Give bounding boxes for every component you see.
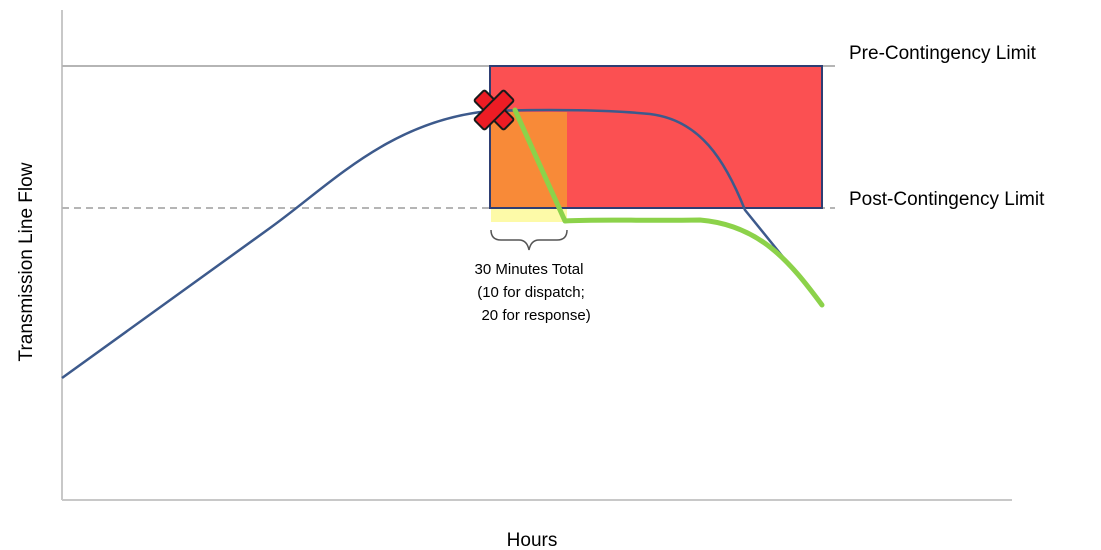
flow-curve (61, 108, 801, 380)
window-annotation-line3: 20 for response) (477, 307, 590, 324)
window-annotation-line1: 30 Minutes Total (475, 261, 584, 278)
x-axis-label: Hours (507, 530, 558, 550)
response-curve (512, 107, 825, 308)
pre-contingency-label: Pre-Contingency Limit (849, 43, 1037, 64)
y-axis-label: Transmission Line Flow (16, 162, 37, 361)
x-mark-icon (473, 89, 515, 131)
window-annotation-line2: (10 for dispatch; (477, 284, 585, 301)
post-contingency-label: Post-Contingency Limit (849, 189, 1045, 210)
window-brace (490, 229, 568, 251)
response-band (491, 209, 567, 222)
